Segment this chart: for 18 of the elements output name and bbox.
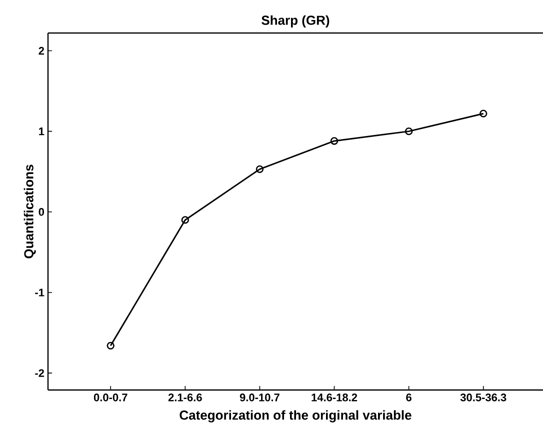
y-tick-label: -2 — [35, 369, 44, 377]
x-tick-label: 30.5-36.3 — [460, 394, 506, 402]
y-tick-label: 2 — [38, 46, 44, 55]
x-tick-label: 2.1-6.6 — [168, 394, 202, 402]
x-tick-label: 6 — [406, 394, 412, 402]
x-axis-title: Categorization of the original variable — [180, 410, 412, 422]
y-tick-label: 1 — [39, 128, 44, 136]
point — [256, 165, 264, 174]
x-tick-label: 9.0-10.7 — [240, 394, 280, 402]
x-tick-label: 14.6-18.2 — [312, 394, 358, 402]
y-tick-label: -1 — [35, 288, 44, 296]
y-tick-label: 0 — [38, 208, 44, 216]
point — [404, 127, 413, 136]
point — [330, 137, 338, 145]
x-tick-label: 0.0-0.7 — [94, 394, 128, 402]
chart-title: Sharp (GR) — [262, 15, 330, 28]
y-axis-title: Quantifications — [24, 164, 36, 258]
point — [181, 216, 190, 224]
